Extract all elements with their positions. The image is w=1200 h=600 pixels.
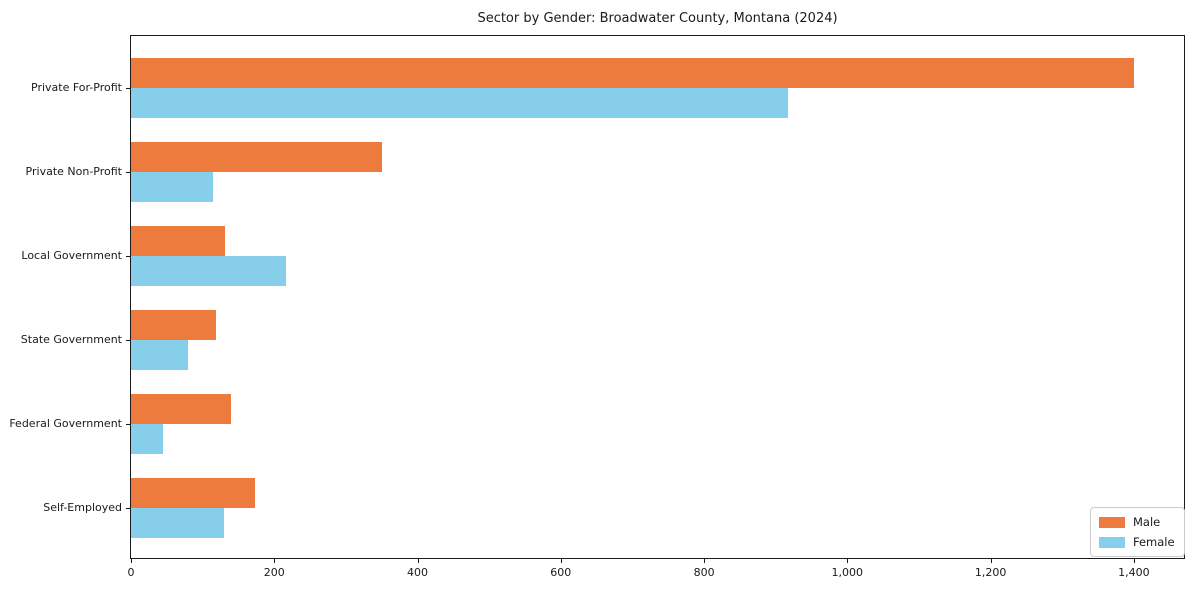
y-tick-label: Private For-Profit: [31, 81, 122, 94]
x-tick-mark: [560, 559, 562, 563]
bar-male-private-for-profit: [131, 58, 1134, 88]
x-tick-label: 1,400: [1118, 566, 1150, 579]
x-tick-mark: [1133, 559, 1135, 563]
x-tick-label: 0: [127, 566, 135, 579]
y-tick-mark: [126, 256, 130, 257]
y-tick-mark: [126, 340, 130, 341]
bar-female-local-government: [131, 256, 287, 286]
legend-row-female: Female: [1099, 535, 1175, 549]
bar-female-private-for-profit: [131, 88, 788, 118]
legend-swatch-male: [1099, 516, 1125, 528]
y-tick-mark: [126, 172, 130, 173]
x-tick-mark: [704, 559, 706, 563]
legend-label: Male: [1133, 515, 1161, 529]
y-tick-label: Federal Government: [9, 417, 122, 430]
x-tick-label: 1,000: [831, 566, 864, 579]
bar-female-self-employed: [131, 508, 225, 538]
x-tick-label: 800: [693, 566, 715, 579]
y-tick-mark: [126, 508, 130, 509]
y-tick-label: Private Non-Profit: [25, 165, 122, 178]
x-tick-label: 200: [263, 566, 285, 579]
x-tick-label: 600: [550, 566, 572, 579]
bar-female-state-government: [131, 340, 188, 370]
y-tick-label: Self-Employed: [43, 501, 122, 514]
legend-label: Female: [1133, 535, 1175, 549]
legend: Male Female: [1090, 507, 1185, 557]
x-tick-mark: [417, 559, 419, 563]
bar-male-self-employed: [131, 478, 255, 508]
chart-title: Sector by Gender: Broadwater County, Mon…: [477, 11, 838, 26]
legend-swatch-female: [1099, 536, 1125, 548]
bar-male-private-non-profit: [131, 142, 382, 172]
y-tick-label: State Government: [20, 333, 122, 346]
bar-male-state-government: [131, 310, 217, 340]
x-tick-mark: [131, 559, 132, 563]
y-tick-mark: [126, 424, 130, 425]
x-tick-mark: [847, 559, 849, 563]
bar-female-private-non-profit: [131, 172, 213, 202]
bar-male-federal-government: [131, 394, 231, 424]
bar-female-federal-government: [131, 424, 164, 454]
x-tick-mark: [990, 559, 992, 563]
y-tick-mark: [126, 88, 130, 89]
x-tick-mark: [274, 559, 276, 563]
legend-row-male: Male: [1099, 515, 1175, 529]
x-tick-label: 400: [407, 566, 428, 579]
bar-male-local-government: [131, 226, 225, 256]
y-tick-label: Local Government: [21, 249, 122, 262]
plot-area: [130, 35, 1185, 559]
x-tick-label: 1,200: [974, 566, 1007, 579]
